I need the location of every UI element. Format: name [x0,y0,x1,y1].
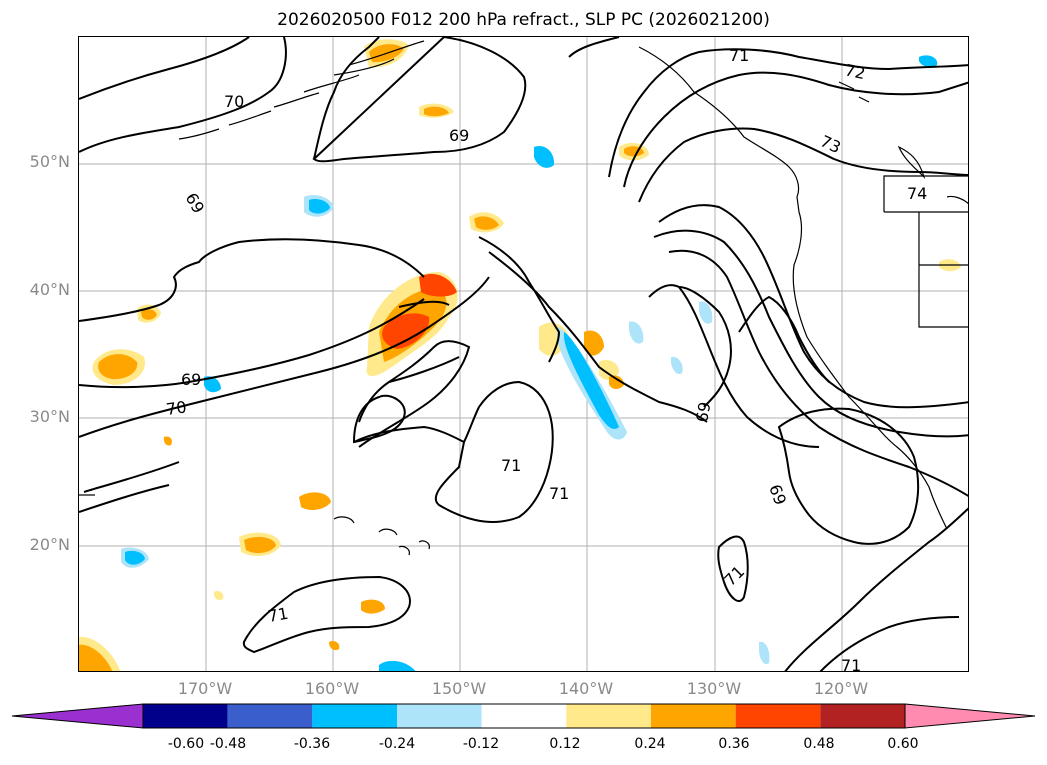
colorbar-swatch [312,704,397,728]
colorbar-swatches [11,703,1036,729]
lon-label-140w: 140°W [558,679,614,698]
colorbar-tick: -0.48 [209,736,247,752]
colorbar-swatch [651,704,736,728]
contour-label: 71 [266,604,289,626]
graticule [79,37,968,671]
contour-label: 69 [449,126,469,145]
coastlines [79,40,968,556]
colorbar-tick: 0.24 [634,736,666,752]
contour-label: 69 [765,482,790,508]
contour-label: 69 [181,370,201,389]
colorbar-tick: -0.24 [378,736,416,752]
lat-label-30n: 30°N [29,407,70,426]
colorbar-swatch [397,704,482,728]
colorbar-swatch [735,704,821,728]
lat-label-20n: 20°N [29,535,70,554]
contour-label: 71 [549,484,569,503]
lon-label-170w: 170°W [177,679,233,698]
lon-label-130w: 130°W [686,679,742,698]
colorbar-tick: 0.36 [718,736,750,752]
colorbar-border [142,703,906,729]
slp-contours [79,37,968,671]
colorbar [11,703,1036,729]
lat-label-40n: 40°N [29,280,70,299]
colorbar-tick: -0.36 [293,736,331,752]
contour-label: 70 [165,397,188,419]
map-title: 2026020500 F012 200 hPa refract., SLP PC… [277,10,770,30]
contour-label: 71 [729,46,749,65]
contour-labels: 70 69 69 69 70 71 71 71 71 72 73 74 69 6… [165,46,927,672]
colorbar-tick: 0.12 [549,736,581,752]
colorbar-tick: -0.12 [462,736,500,752]
colorbar-extend-low [11,703,144,729]
map-canvas: 70 69 69 69 70 71 71 71 71 72 73 74 69 6… [79,37,968,672]
contour-label: 74 [907,184,927,203]
lon-label-120w: 120°W [813,679,869,698]
colorbar-tick: 0.48 [803,736,835,752]
contour-label: 69 [692,400,714,423]
colorbar-swatch [227,704,313,728]
colorbar-tick: -0.60 [167,736,205,752]
map-panel: 70 69 69 69 70 71 71 71 71 72 73 74 69 6… [78,36,969,672]
colorbar-swatch [143,704,228,728]
contour-label: 71 [841,656,861,672]
colorbar-tick: 0.60 [887,736,919,752]
colorbar-swatch [820,704,905,728]
contour-label: 72 [843,60,867,83]
colorbar-extend-high [904,703,1036,729]
refractivity-shading [79,39,961,671]
contour-label: 70 [224,92,244,111]
contour-label: 71 [501,456,521,475]
lon-label-150w: 150°W [431,679,487,698]
lat-label-50n: 50°N [29,152,70,171]
colorbar-swatch [481,704,567,728]
lon-label-160w: 160°W [304,679,360,698]
contour-label: 69 [182,190,209,217]
colorbar-swatch [566,704,651,728]
